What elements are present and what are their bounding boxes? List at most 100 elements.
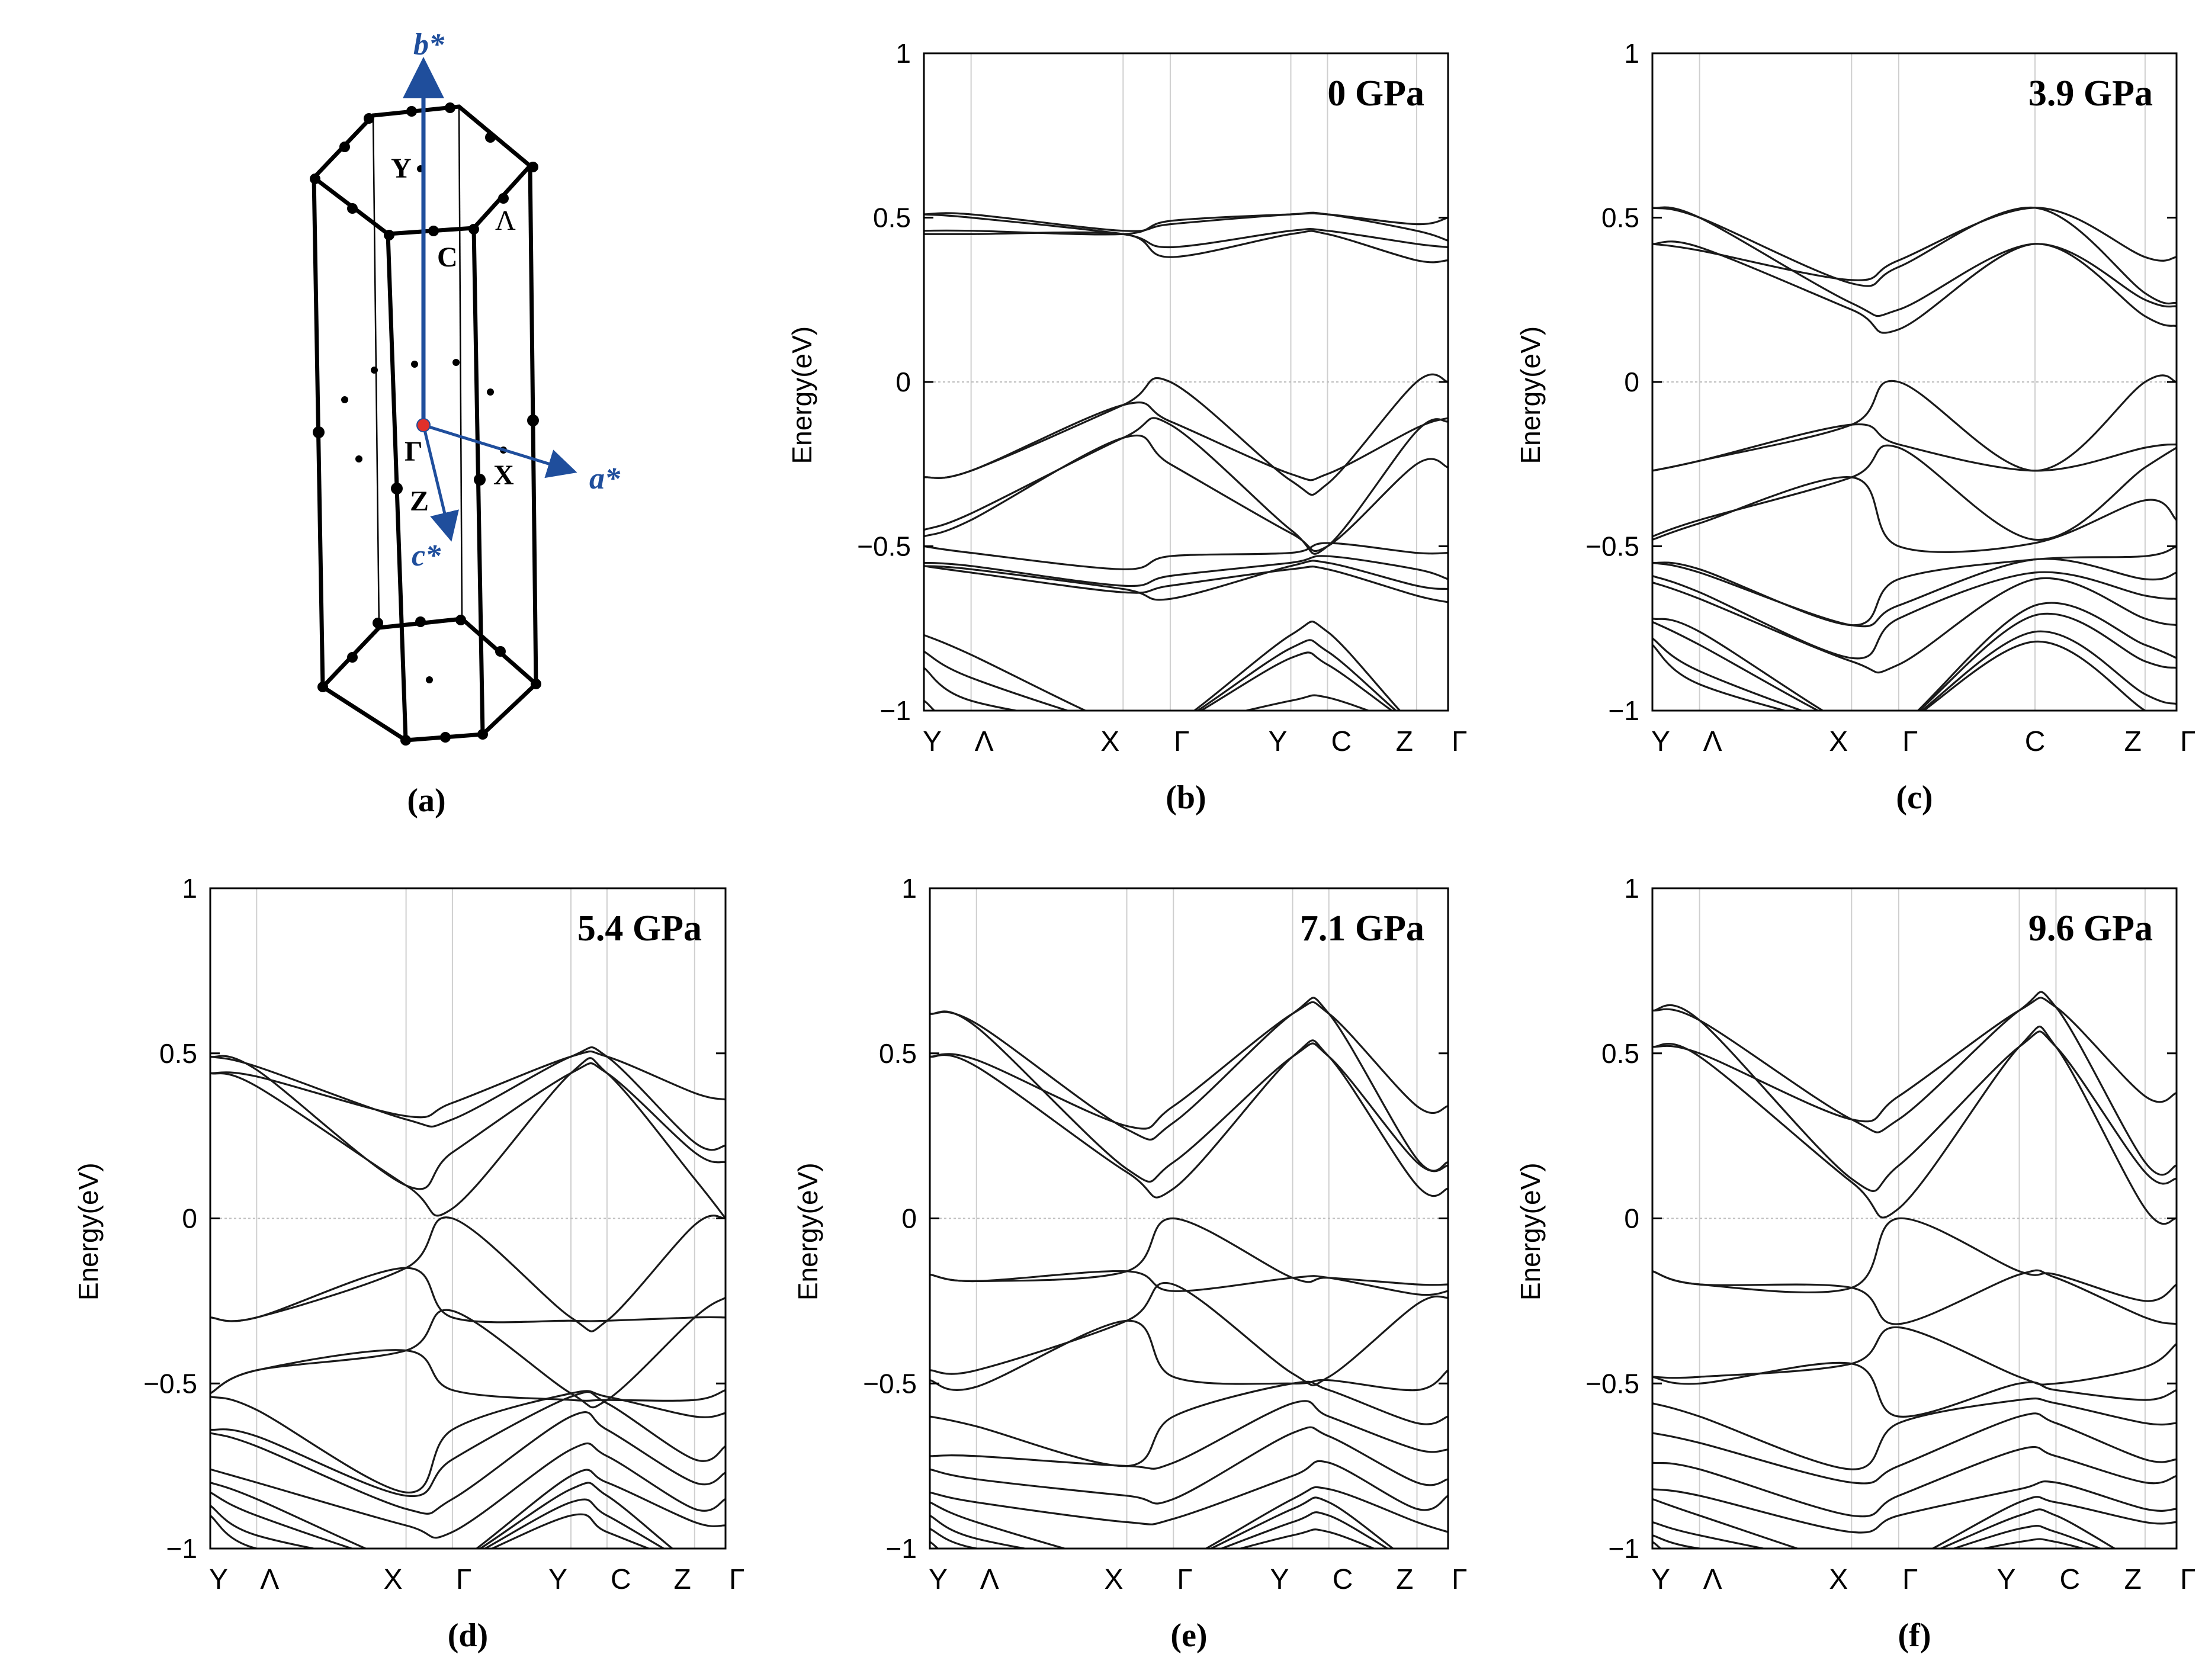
- band-vb8: [210, 1442, 726, 1539]
- y-tick-label: 0: [1624, 367, 1639, 397]
- band-vb10: [210, 1482, 674, 1549]
- band-vb8: [924, 565, 1448, 603]
- band-vb4: [1652, 476, 2177, 553]
- band-vb12: [924, 694, 1372, 711]
- band-vb11: [930, 1511, 1389, 1549]
- panel-label-a: (a): [407, 782, 445, 819]
- bz-label-z: Z: [410, 486, 429, 517]
- band-vb6: [924, 555, 1448, 587]
- band-panel-d: −1 −0.5 0 0.5 1 Energy(eV) Y Λ X Γ Y C Z Γ 5.4 GPa (d): [73, 873, 744, 1654]
- band-vb9: [210, 1469, 726, 1549]
- band-vb12: [1652, 1538, 2087, 1549]
- band-vb5: [210, 1390, 726, 1493]
- band-vb10: [1652, 612, 2177, 711]
- bz-high-symmetry-dots: [310, 102, 541, 746]
- band-vb7: [924, 560, 1448, 601]
- band-cb4: [924, 212, 1448, 236]
- band-vb3: [1652, 1326, 2177, 1386]
- k-path-label: Z: [2124, 1564, 2142, 1595]
- y-tick-label: 1: [1624, 873, 1639, 904]
- y-tick-label: −0.5: [143, 1368, 197, 1399]
- k-path-label: Λ: [1703, 1564, 1722, 1595]
- k-path-label: Z: [673, 1564, 691, 1595]
- band-vb1: [1652, 374, 2177, 472]
- band-vb6: [1652, 1412, 2177, 1485]
- band-vb2: [930, 1270, 1448, 1296]
- y-tick-label: 0: [901, 1203, 917, 1234]
- y-tick-label: −0.5: [1585, 1368, 1639, 1399]
- band-vb4: [210, 1349, 726, 1402]
- band-vb1: [924, 373, 1448, 496]
- band-cb1: [1652, 240, 2177, 334]
- band-vb2: [1652, 423, 2177, 472]
- bz-back-edge: [458, 106, 463, 619]
- band-vb9: [930, 1486, 1448, 1549]
- band-vb7: [930, 1426, 1448, 1505]
- band-cb3: [1652, 991, 2177, 1176]
- bz-label-c: C: [437, 242, 458, 273]
- band-cb4: [1652, 997, 2177, 1123]
- k-path-label: C: [611, 1564, 631, 1595]
- k-path-label: C: [1333, 1564, 1353, 1595]
- band-vb6: [210, 1390, 726, 1498]
- y-axis-title: Energy(eV): [1515, 1162, 1546, 1300]
- band-cb1: [930, 1039, 1448, 1199]
- pressure-label: 9.6 GPa: [2028, 908, 2153, 949]
- band-vb8: [1652, 577, 2177, 674]
- band-vb1: [210, 1215, 726, 1332]
- band-cb4: [1652, 207, 2177, 281]
- panel-label: (b): [1166, 779, 1206, 816]
- band-vb9: [1652, 1496, 2177, 1549]
- y-tick-label: −1: [166, 1533, 197, 1564]
- k-path-label: Z: [1396, 726, 1413, 757]
- k-path-label: Λ: [1703, 726, 1722, 757]
- band-vb4: [930, 1319, 1448, 1392]
- y-axis-title: Energy(eV): [792, 1162, 823, 1300]
- y-tick-label: −1: [880, 695, 911, 726]
- band-vb5: [1652, 1398, 2177, 1470]
- y-tick-label: 1: [1624, 38, 1639, 69]
- band-vb8: [1652, 1480, 2177, 1534]
- band-vb8: [930, 1460, 1448, 1525]
- k-path-label: Γ: [456, 1564, 471, 1595]
- y-tick-label: 1: [901, 873, 917, 904]
- bz-label-y: Y: [391, 153, 412, 184]
- band-vb6: [930, 1400, 1448, 1470]
- a-star-label: a*: [589, 462, 621, 496]
- band-cb3: [210, 1046, 726, 1151]
- bz-label-x: X: [493, 460, 514, 491]
- k-path-label: Γ: [2180, 1564, 2195, 1595]
- pressure-label: 0 GPa: [1327, 73, 1424, 114]
- y-tick-label: 0.5: [159, 1038, 197, 1069]
- k-path-label: X: [384, 1564, 403, 1595]
- band-vb10: [1652, 1508, 2117, 1549]
- y-tick-label: −0.5: [857, 531, 911, 562]
- band-vb12: [1652, 640, 2148, 711]
- y-tick-label: 0: [182, 1203, 197, 1234]
- pressure-label: 7.1 GPa: [1300, 908, 1424, 949]
- y-axis-title: Energy(eV): [73, 1162, 104, 1300]
- k-path-label: Y: [548, 1564, 567, 1595]
- panel-label: (d): [448, 1617, 488, 1654]
- band-vb1: [1652, 1217, 2177, 1302]
- k-path-label: Λ: [260, 1564, 279, 1595]
- band-vb11: [210, 1498, 666, 1549]
- k-path-label: C: [1331, 726, 1352, 757]
- k-path-label: Γ: [1902, 726, 1918, 757]
- k-path-label: X: [1104, 1564, 1123, 1595]
- k-path-label: C: [2025, 726, 2046, 757]
- c-star-label: c*: [412, 539, 441, 573]
- band-cb1: [1652, 1025, 2177, 1225]
- k-path-label: X: [1100, 726, 1119, 757]
- k-path-label: Y: [923, 726, 942, 757]
- band-lines: [1652, 206, 2177, 711]
- band-vb7: [1652, 571, 2177, 660]
- bz-label-lambda: Λ: [495, 205, 516, 236]
- y-tick-label: −0.5: [863, 1368, 917, 1399]
- k-path-label: Y: [209, 1564, 228, 1595]
- band-vb4: [924, 434, 1448, 552]
- band-vb10: [930, 1496, 1395, 1549]
- k-path-label: Y: [1651, 726, 1670, 757]
- k-path-label: Γ: [1902, 1564, 1918, 1595]
- band-cb2: [924, 213, 1448, 249]
